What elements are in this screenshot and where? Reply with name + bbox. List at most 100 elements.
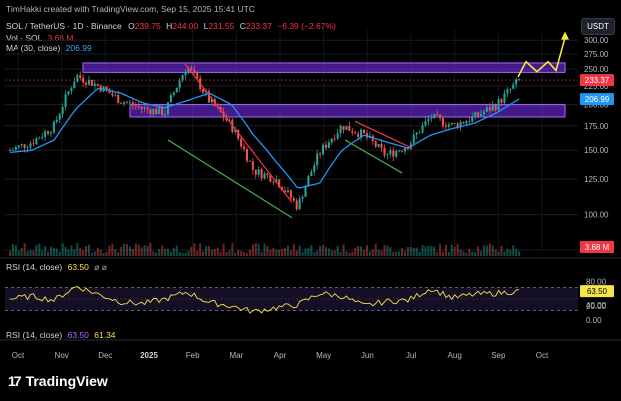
volume-bar: [99, 250, 102, 256]
volume-bar: [152, 251, 155, 256]
volume-bar: [248, 249, 251, 256]
high-value: 244.00: [172, 21, 199, 31]
candle-body: [114, 94, 117, 96]
candle-body: [401, 150, 404, 152]
candle-body: [348, 126, 351, 131]
rsi1-extra: ⌀ ⌀: [94, 262, 107, 272]
volume-bar: [506, 248, 509, 256]
volume-bar: [295, 250, 298, 256]
volume-bar: [245, 252, 249, 256]
volume-bar: [471, 251, 474, 256]
volume-bar: [199, 243, 202, 256]
candle-body: [421, 125, 424, 133]
candle-body: [278, 179, 281, 188]
volume-bar: [292, 244, 295, 256]
rsi-value-tag: 63.50: [587, 287, 608, 296]
candle-body: [29, 143, 32, 148]
candle-body: [161, 107, 164, 116]
volume-bar: [283, 247, 287, 256]
volume-bar: [67, 249, 70, 256]
candle-body: [377, 144, 380, 147]
candle-body: [140, 106, 143, 109]
volume-bar: [380, 250, 383, 256]
time-tick-label: Apr: [274, 351, 287, 360]
pullback-upper-line: [354, 120, 413, 149]
volume-bar: [342, 244, 345, 256]
candle-body: [480, 114, 483, 116]
volume-label: Vol · SOL: [6, 33, 43, 43]
candle-body: [450, 123, 453, 125]
volume-tag-bg: [580, 241, 614, 253]
candle-body: [447, 124, 450, 127]
candle-body: [146, 107, 149, 110]
volume-bar: [26, 251, 29, 256]
candle-body: [357, 133, 360, 138]
volume-bar: [465, 252, 468, 256]
candle-body: [166, 102, 170, 115]
price-tick-label: 275.00: [584, 50, 609, 59]
volume-bar: [204, 245, 208, 256]
volume-bar: [275, 249, 278, 256]
pullback-lower-line: [344, 139, 403, 174]
volume-bar: [383, 244, 386, 256]
ma-value: 206.99: [65, 43, 92, 53]
currency-button[interactable]: USDT: [581, 18, 615, 35]
candle-body: [459, 122, 462, 128]
candle-body: [295, 200, 298, 210]
time-tick-label: Dec: [98, 351, 112, 360]
candle-body: [497, 99, 500, 110]
volume-bar: [149, 243, 152, 256]
volume-bar: [488, 243, 491, 256]
volume-bar: [304, 248, 307, 256]
volume-bar: [207, 245, 210, 256]
candle-body: [441, 118, 445, 126]
volume-bar: [228, 250, 231, 256]
candle-body: [515, 79, 518, 85]
volume-bar: [289, 250, 292, 256]
candle-body: [58, 114, 61, 120]
volume-bar: [193, 243, 196, 256]
price-tick-label: 250.00: [584, 65, 609, 74]
volume-bar: [336, 245, 339, 256]
volume-bar: [108, 245, 111, 256]
candle-body: [228, 119, 231, 121]
candle-body: [20, 144, 23, 146]
candle-body: [254, 169, 257, 175]
volume-bar: [362, 249, 366, 256]
low-value: 231.55: [208, 21, 235, 31]
candle-body: [374, 141, 377, 147]
volume-bar: [38, 243, 41, 256]
volume-bar: [117, 252, 120, 256]
candle-body: [38, 138, 41, 139]
volume-bar: [424, 246, 427, 256]
volume-bar: [430, 245, 433, 256]
candle-body: [61, 107, 64, 115]
candle-body: [175, 87, 178, 93]
candle-body: [488, 107, 491, 111]
time-tick-label: 2025: [140, 351, 158, 360]
candle-body: [506, 89, 509, 94]
volume-bar: [406, 247, 409, 256]
candle-body: [444, 125, 447, 127]
symbol-ohlc-line: SOL / TetherUS · 1D · Binance O239.75 H2…: [6, 21, 336, 31]
volume-bar: [272, 247, 275, 256]
volume-bar: [111, 243, 114, 256]
volume-bar: [231, 243, 234, 256]
volume-bar: [482, 245, 485, 256]
rsi1-value: 63.50: [67, 262, 89, 272]
candle-body: [111, 93, 114, 96]
ma-label: MA (30, close): [6, 43, 61, 53]
volume-bar: [480, 251, 483, 256]
candle-body: [245, 149, 249, 161]
volume-bar: [327, 248, 330, 256]
volume-bar: [281, 248, 284, 256]
volume-bar: [225, 252, 228, 256]
volume-bar: [360, 246, 363, 256]
candle-body: [307, 176, 310, 187]
volume-bar: [415, 247, 418, 256]
price-tick-label: 175.00: [584, 122, 609, 131]
candle-body: [23, 144, 26, 148]
volume-bar: [257, 243, 260, 256]
candle-body: [73, 81, 76, 89]
